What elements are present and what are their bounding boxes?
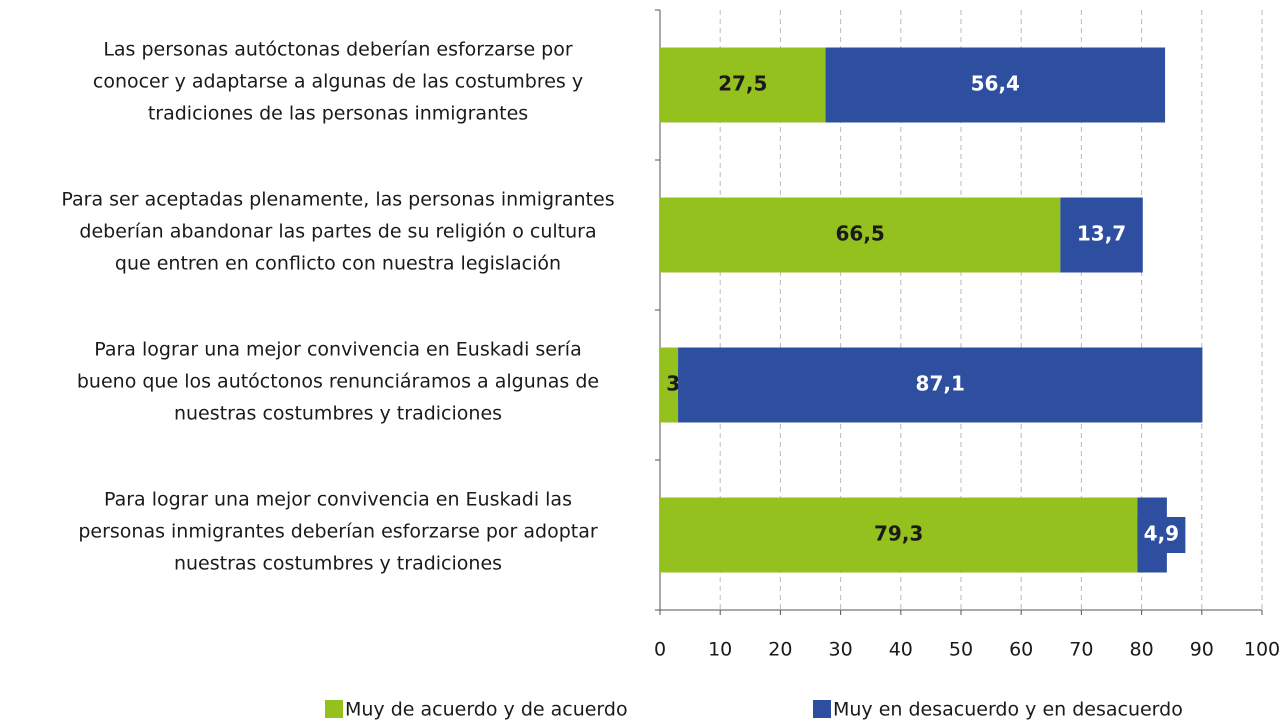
- category-label: Para lograr una mejor convivencia en Eus…: [94, 339, 581, 361]
- category-label: que entren en conflicto con nuestra legi…: [115, 253, 561, 275]
- value-label: 66,5: [835, 222, 884, 246]
- x-tick-label: 100: [1244, 639, 1280, 661]
- category-label: personas inmigrantes deberían esforzarse…: [78, 521, 598, 543]
- x-tick-label: 20: [768, 639, 792, 661]
- label-background: [1137, 517, 1186, 553]
- x-tick-label: 60: [1009, 639, 1033, 661]
- x-tick-label: 30: [829, 639, 853, 661]
- bar: [678, 347, 1203, 423]
- value-label: 79,3: [874, 522, 923, 546]
- value-label: 13,7: [1077, 222, 1126, 246]
- category-label: Las personas autóctonas deberían esforza…: [103, 39, 573, 61]
- category-label: Para lograr una mejor convivencia en Eus…: [104, 489, 572, 511]
- bar: [1060, 197, 1143, 273]
- x-tick-label: 70: [1069, 639, 1093, 661]
- bar: [660, 497, 1138, 573]
- legend-swatch: [813, 700, 831, 718]
- category-label: nuestras costumbres y tradiciones: [174, 553, 502, 575]
- value-label: 4,9: [1144, 522, 1179, 546]
- bar: [660, 47, 826, 123]
- category-label: deberían abandonar las partes de su reli…: [79, 221, 596, 243]
- value-label: 27,5: [718, 72, 767, 96]
- x-tick-label: 80: [1130, 639, 1154, 661]
- bar: [660, 197, 1061, 273]
- value-label: 87,1: [916, 372, 965, 396]
- x-tick-label: 0: [654, 639, 666, 661]
- x-tick-label: 40: [889, 639, 913, 661]
- category-label: conocer y adaptarse a algunas de las cos…: [93, 71, 583, 93]
- category-label: bueno que los autóctonos renunciáramos a…: [77, 371, 599, 393]
- legend-swatch: [325, 700, 343, 718]
- category-label: Para ser aceptadas plenamente, las perso…: [61, 189, 614, 211]
- legend-label: Muy de acuerdo y de acuerdo: [345, 699, 628, 721]
- x-tick-label: 10: [708, 639, 732, 661]
- x-tick-label: 50: [949, 639, 973, 661]
- legend-label: Muy en desacuerdo y en desacuerdo: [833, 699, 1183, 721]
- x-tick-label: 90: [1190, 639, 1214, 661]
- value-label: 56,4: [971, 72, 1020, 96]
- category-label: tradiciones de las personas inmigrantes: [148, 103, 528, 125]
- category-label: nuestras costumbres y tradiciones: [174, 403, 502, 425]
- bar: [825, 47, 1166, 123]
